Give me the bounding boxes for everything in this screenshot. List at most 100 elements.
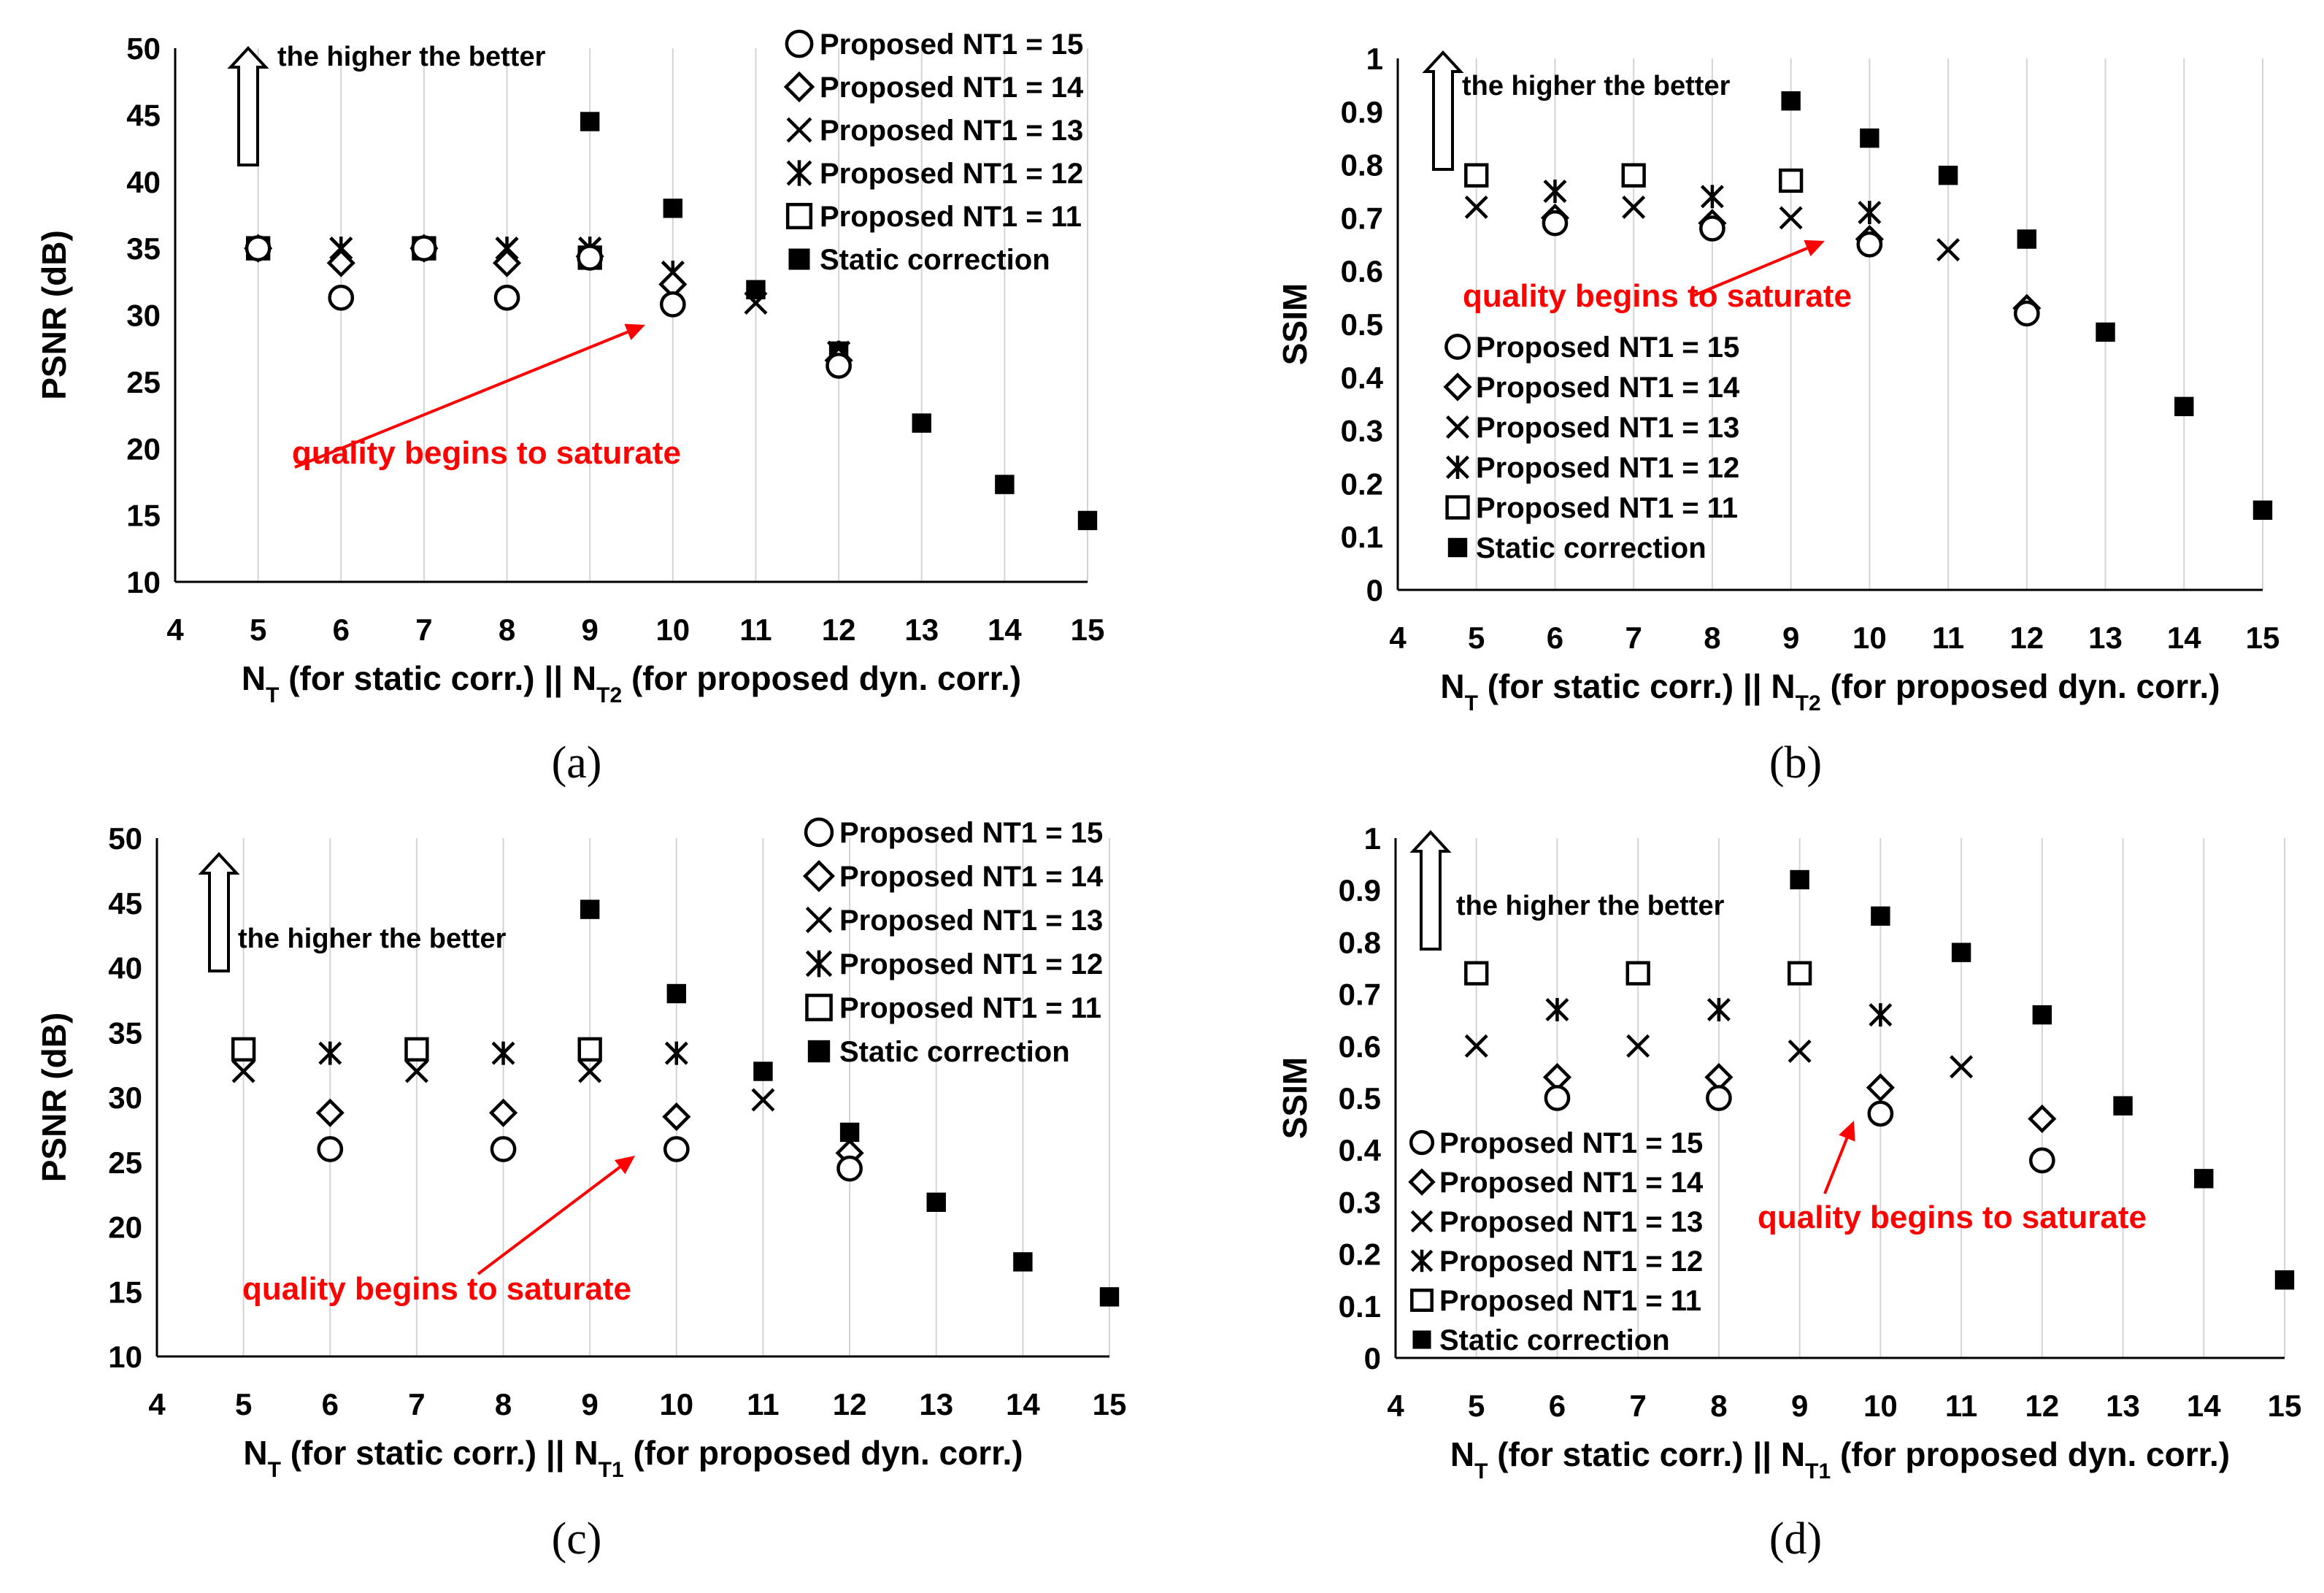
panel-caption: (a) (552, 738, 602, 788)
series-filled-square (1790, 870, 2295, 1290)
data-point (1699, 215, 1725, 242)
data-point (1706, 1085, 1732, 1111)
series-filled-square (1781, 91, 2273, 520)
data-point (1543, 180, 1567, 203)
legend-label: Proposed NT1 = 13 (820, 115, 1083, 147)
x-tick-label: 8 (1704, 621, 1720, 655)
x-tick-label: 13 (904, 613, 939, 647)
data-point (2032, 1005, 2052, 1025)
data-point (2252, 500, 2273, 520)
data-point (839, 1122, 860, 1143)
up-arrow-icon (1422, 50, 1464, 171)
x-tick-label: 12 (2009, 621, 2044, 655)
series-square (231, 1037, 602, 1062)
saturate-arrow-line (1823, 1137, 1849, 1194)
x-axis-label-part: (for static corr.) || N (1488, 1435, 1805, 1473)
x-tick-label: 8 (499, 613, 515, 647)
series-x (1464, 195, 1961, 262)
x-tick-label: 4 (166, 613, 184, 647)
x-tick-label: 15 (1093, 1387, 1127, 1421)
legend-marker (788, 248, 810, 270)
legend-marker (805, 994, 833, 1021)
y-tick-label: 15 (108, 1275, 142, 1309)
y-tick-label: 0.1 (1339, 1289, 1381, 1324)
saturate-note: quality begins to saturate (242, 1271, 631, 1307)
data-point (2028, 1147, 2055, 1174)
series-diamond (1542, 1062, 2057, 1134)
y-tick-label: 35 (108, 1016, 142, 1050)
data-point (926, 1192, 946, 1212)
higher-better-note: the higher the better (277, 42, 546, 72)
y-tick-label: 35 (126, 231, 161, 266)
saturate-note: quality begins to saturate (1463, 278, 1852, 314)
y-tick-label: 30 (126, 299, 161, 333)
data-point (2028, 1104, 2057, 1134)
data-point (315, 1098, 345, 1127)
x-tick-label: 11 (739, 613, 772, 647)
y-tick-label: 0.5 (1341, 307, 1383, 342)
legend-marker (1443, 372, 1472, 402)
data-point (1858, 201, 1882, 225)
x-axis-label-part: N (243, 1434, 267, 1472)
up-arrow-icon (198, 852, 240, 972)
series-diamond (315, 1098, 864, 1167)
x-tick-label: 7 (408, 1387, 425, 1421)
legend-label: Proposed NT1 = 15 (839, 817, 1103, 849)
y-tick-label: 0.2 (1339, 1237, 1381, 1272)
x-axis-label: NT (for static corr.) || NT1 (for propos… (1450, 1435, 2230, 1483)
data-point (1544, 1085, 1571, 1111)
y-axis-label: PSNR (dB) (35, 1013, 73, 1183)
saturate-arrow-line (294, 330, 628, 469)
x-tick-label: 4 (1389, 621, 1407, 655)
legend-label: Proposed NT1 = 12 (839, 948, 1103, 980)
y-tick-label: 40 (126, 165, 161, 199)
legend-marker (802, 859, 836, 893)
y-tick-label: 0.8 (1339, 925, 1381, 959)
data-point (1707, 997, 1731, 1021)
series-square (1464, 163, 1804, 193)
data-point (245, 235, 272, 261)
y-tick-label: 0.4 (1339, 1133, 1382, 1167)
x-axis-label-subscript: T2 (1796, 691, 1821, 715)
x-tick-label: 13 (2106, 1389, 2140, 1423)
higher-better-note: the higher the better (1462, 71, 1731, 101)
data-point (318, 1041, 342, 1065)
x-axis-label-part: (for proposed dyn. corr.) (1821, 667, 2220, 705)
y-tick-label: 0.6 (1341, 254, 1383, 288)
x-tick-label: 7 (1630, 1389, 1647, 1423)
data-point (580, 899, 600, 919)
data-point (2174, 396, 2194, 417)
x-tick-label: 11 (747, 1387, 779, 1421)
legend-marker (786, 160, 812, 186)
x-tick-label: 15 (2268, 1389, 2302, 1423)
x-tick-label: 12 (833, 1387, 867, 1421)
series-star (318, 1041, 688, 1065)
legend-marker (1444, 334, 1471, 360)
higher-better-note: the higher the better (1456, 891, 1725, 921)
legend-marker (1410, 1249, 1434, 1273)
data-point (663, 199, 683, 218)
data-point (578, 1059, 602, 1083)
data-point (1779, 206, 1803, 230)
legend-marker (1446, 456, 1469, 479)
x-tick-label: 6 (333, 613, 350, 647)
data-point (1788, 1039, 1812, 1063)
saturate-arrow-head-icon (624, 323, 645, 340)
data-point (1625, 961, 1650, 986)
x-tick-label: 9 (1782, 621, 1799, 655)
data-point (2194, 1169, 2214, 1189)
legend-label: Static correction (1439, 1324, 1670, 1356)
y-tick-label: 0.7 (1341, 201, 1383, 235)
x-tick-label: 6 (1547, 621, 1563, 655)
data-point (2274, 1270, 2295, 1290)
data-point (577, 245, 604, 271)
up-arrow-icon (1409, 830, 1452, 951)
legend-label: Proposed NT1 = 15 (1476, 331, 1739, 364)
y-axis-label: SSIM (1276, 283, 1314, 365)
x-axis-label-part: (for proposed dyn. corr.) (1831, 1435, 2230, 1473)
legend-label: Proposed NT1 = 14 (820, 72, 1084, 104)
y-tick-label: 0.9 (1339, 873, 1381, 907)
data-point (404, 1059, 428, 1083)
x-tick-label: 7 (415, 613, 432, 647)
x-axis-label-part: N (1450, 1435, 1474, 1473)
